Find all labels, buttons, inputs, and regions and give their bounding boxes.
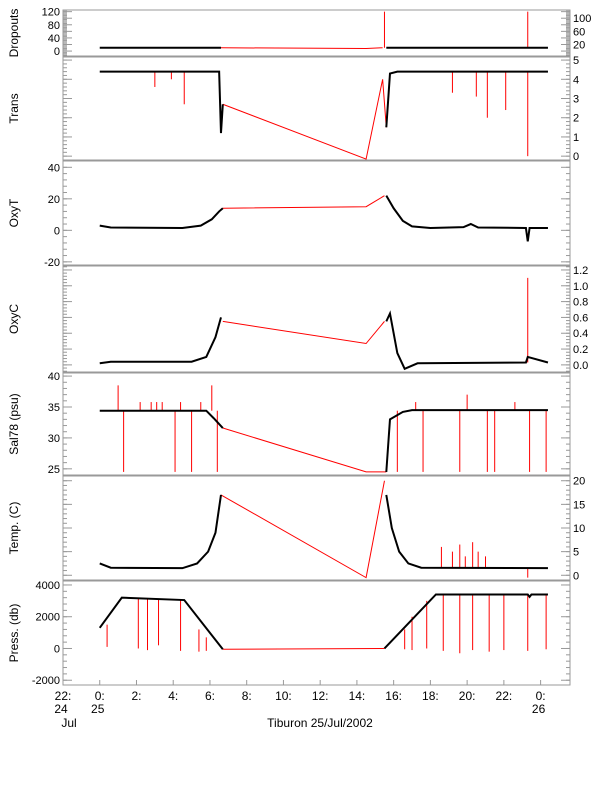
- temp-data-line: [99, 494, 222, 570]
- dropouts-tick-label: 60: [573, 26, 585, 38]
- sal78-tick-label: 35: [48, 402, 60, 414]
- oxyt-ylabel: OxyT: [7, 198, 21, 227]
- x-tick-label-time: 6:: [205, 689, 215, 703]
- trans-gap-line: [222, 79, 387, 160]
- dropouts-tick-label: 40: [48, 33, 60, 45]
- temp-gap-line: [220, 480, 385, 579]
- oxyc-panel-frame: [62, 265, 571, 373]
- trans-tick-label: 1: [573, 132, 579, 144]
- press-ylabel: Press. (db): [7, 604, 21, 663]
- oxyc-data-line: [99, 317, 222, 365]
- oxyt-data-line: [385, 195, 548, 242]
- x-tick-label-time: 10:: [275, 689, 292, 703]
- press-tick-label: 2000: [36, 612, 60, 624]
- oxyt-tick-label: 40: [48, 162, 60, 174]
- sal78-panel-frame: [62, 372, 571, 476]
- oxyc-data-line: [385, 310, 549, 371]
- x-tick-label-day: 25: [91, 702, 105, 716]
- dropouts-tick-label: 80: [48, 20, 60, 32]
- x-tick-label-day: 24: [54, 702, 68, 716]
- oxyc-ylabel: OxyC: [7, 304, 21, 334]
- dropouts-tick-label: 120: [42, 7, 60, 19]
- x-tick-label-time: 22:: [496, 689, 513, 703]
- oxyc-gap-line: [222, 320, 385, 345]
- x-tick-label-time: 20:: [459, 689, 476, 703]
- oxyc-tick-label: 0.0: [573, 360, 588, 372]
- trans-tick-label: 4: [573, 74, 579, 86]
- x-tick-label-day: 26: [532, 702, 546, 716]
- x-tick-label-time: 16:: [385, 689, 402, 703]
- oxyt-tick-label: 20: [48, 194, 60, 206]
- oxyt-tick-label: 0: [54, 225, 60, 237]
- oxyc-tick-label: 1.0: [573, 281, 588, 293]
- trans-panel-frame: [62, 56, 571, 161]
- x-tick-label-time: 2:: [131, 689, 141, 703]
- trans-tick-label: 2: [573, 113, 579, 125]
- oxyt-gap-line: [222, 195, 385, 209]
- dropouts-ylabel: Dropouts: [7, 9, 21, 58]
- x-tick-label-time: 4:: [168, 689, 178, 703]
- oxyt-tick-label: -20: [44, 257, 60, 269]
- trans-ylabel: Trans: [7, 93, 21, 123]
- sal78-tick-label: 25: [48, 464, 60, 476]
- oxyc-tick-label: 0.2: [573, 344, 588, 356]
- press-tick-label: 4000: [36, 580, 60, 592]
- sal78-gap-line: [222, 427, 387, 473]
- oxyc-tick-label: 0.6: [573, 312, 588, 324]
- x-tick-label-time: 18:: [422, 689, 439, 703]
- sal78-data-line: [385, 409, 548, 472]
- x-tick-label-month: Jul: [61, 716, 76, 730]
- trans-tick-label: 5: [573, 55, 579, 67]
- sal78-tick-label: 40: [48, 371, 60, 383]
- x-tick-label-time: 0:: [95, 689, 105, 703]
- temp-panel-frame: [62, 475, 571, 581]
- trans-data-line: [99, 70, 224, 134]
- oxyt-panel-frame: [62, 160, 571, 266]
- sal78-ylabel: Sal78 (psu): [7, 393, 21, 454]
- trans-tick-label: 0: [573, 151, 579, 163]
- trans-data-line: [385, 70, 548, 128]
- temp-data-line: [385, 494, 548, 570]
- oxyc-tick-label: 1.2: [573, 265, 588, 277]
- press-gap-line: [222, 647, 385, 650]
- press-tick-label: 0: [54, 643, 60, 655]
- oxyc-tick-label: 0.4: [573, 328, 588, 340]
- temp-tick-label: 15: [573, 499, 585, 511]
- dropouts-gap-line: [220, 47, 383, 49]
- sal78-tick-label: 30: [48, 433, 60, 445]
- x-tick-label-time: 12:: [312, 689, 329, 703]
- sal78-data-line: [99, 409, 224, 429]
- temp-tick-label: 20: [573, 476, 585, 488]
- temp-tick-label: 0: [573, 570, 579, 582]
- press-data-line: [383, 593, 548, 650]
- temp-tick-label: 10: [573, 523, 585, 535]
- press-tick-label: -2000: [32, 675, 60, 687]
- press-data-line: [98, 596, 224, 650]
- x-tick-label-time: 0:: [536, 689, 546, 703]
- press-panel-frame: [62, 580, 571, 686]
- oxyt-data-line: [99, 207, 224, 229]
- dropouts-tick-label: 100: [573, 13, 591, 25]
- trans-tick-label: 3: [573, 94, 579, 106]
- x-axis-title: Tiburon 25/Jul/2002: [267, 716, 373, 730]
- x-tick-label-time: 8:: [242, 689, 252, 703]
- temp-ylabel: Temp. (C): [7, 502, 21, 555]
- dropouts-tick-label: 0: [54, 46, 60, 58]
- dropouts-panel-frame: [62, 9, 571, 57]
- x-tick-label-time: 22:: [55, 689, 72, 703]
- oxyc-tick-label: 0.8: [573, 297, 588, 309]
- dropouts-tick-label: 20: [573, 40, 585, 52]
- x-tick-label-time: 14:: [349, 689, 366, 703]
- temp-tick-label: 5: [573, 547, 579, 559]
